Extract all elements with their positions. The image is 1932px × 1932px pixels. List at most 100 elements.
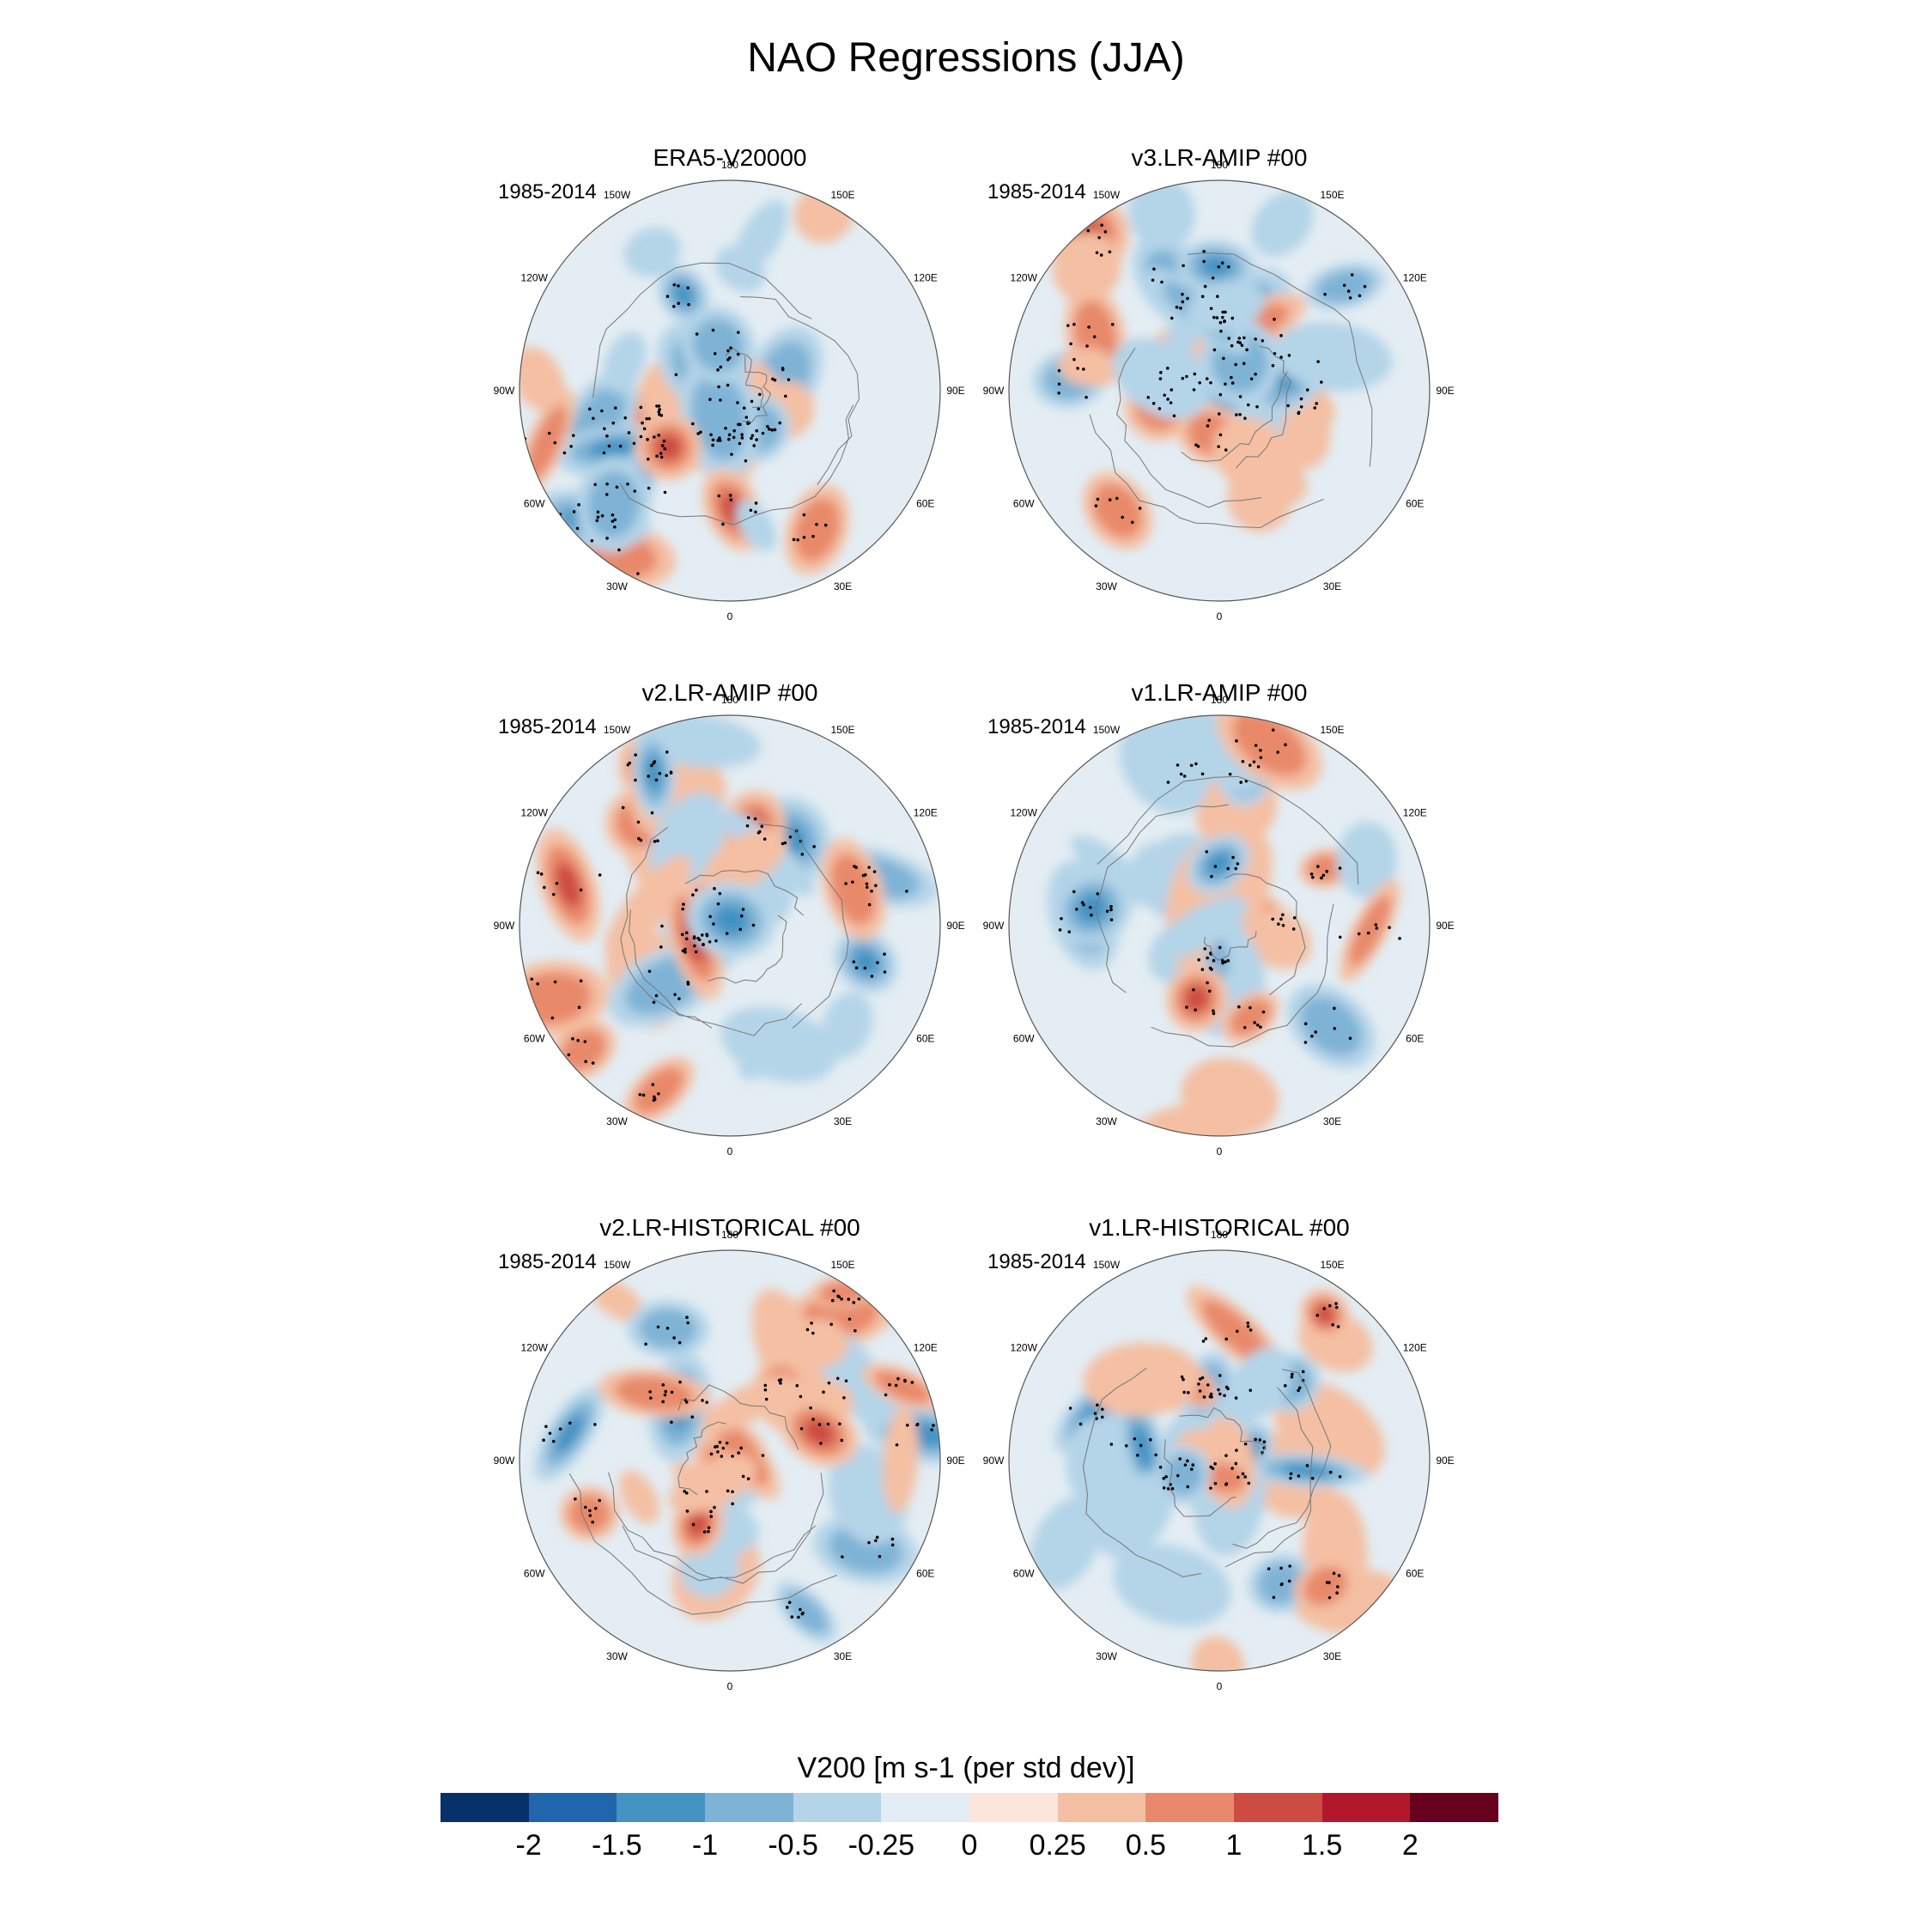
significance-stipple xyxy=(571,1036,574,1041)
significance-stipple xyxy=(1097,235,1101,240)
significance-stipple xyxy=(1236,862,1240,866)
significance-stipple xyxy=(602,451,606,455)
significance-stipple xyxy=(1220,261,1224,265)
significance-stipple xyxy=(731,1455,734,1458)
significance-stipple xyxy=(1130,520,1134,525)
significance-stipple xyxy=(1238,395,1242,398)
significance-stipple xyxy=(1267,1567,1271,1571)
positive-anomaly xyxy=(796,1318,849,1367)
significance-stipple xyxy=(615,485,619,489)
significance-stipple xyxy=(867,866,871,869)
longitude-label: 90W xyxy=(983,1455,1005,1467)
significance-stipple xyxy=(687,302,690,307)
significance-stipple xyxy=(672,283,677,287)
colorbar-segment xyxy=(617,1793,706,1822)
significance-stipple xyxy=(1311,875,1315,879)
significance-stipple xyxy=(579,888,583,892)
coastline xyxy=(1089,252,1373,529)
significance-stipple xyxy=(663,447,667,451)
significance-stipple xyxy=(712,922,715,926)
significance-stipple xyxy=(720,1455,724,1458)
significance-stipple xyxy=(883,970,887,974)
panel-title: v2.LR-HISTORICAL #00 xyxy=(599,1214,860,1241)
significance-stipple xyxy=(1185,1005,1188,1009)
significance-stipple xyxy=(1080,901,1084,904)
significance-stipple xyxy=(1146,396,1151,399)
significance-stipple xyxy=(646,437,649,441)
significance-stipple xyxy=(550,1016,555,1020)
negative-anomaly xyxy=(785,1590,828,1634)
significance-stipple xyxy=(1366,931,1370,935)
significance-stipple xyxy=(611,519,615,523)
significance-stipple xyxy=(1109,908,1113,912)
coastline xyxy=(1082,1367,1332,1577)
significance-stipple xyxy=(1109,905,1113,908)
significance-stipple xyxy=(617,548,621,552)
significance-stipple xyxy=(1333,1027,1337,1030)
significance-stipple xyxy=(1235,413,1238,416)
longitude-label: 90W xyxy=(983,385,1005,397)
longitude-label: 30E xyxy=(1323,1650,1341,1662)
significance-stipple xyxy=(811,1418,815,1421)
significance-stipple xyxy=(783,394,787,398)
significance-stipple xyxy=(863,873,867,877)
significance-stipple xyxy=(691,1522,696,1527)
negative-anomaly xyxy=(1030,1497,1103,1590)
positive-anomaly xyxy=(1315,1304,1335,1325)
significance-stipple xyxy=(1224,1482,1229,1485)
negative-anomaly xyxy=(713,904,750,936)
significance-stipple xyxy=(1078,1422,1083,1426)
positive-anomaly xyxy=(668,1454,757,1514)
significance-stipple xyxy=(1242,336,1246,340)
significance-stipple xyxy=(1194,762,1198,766)
significance-stipple xyxy=(661,1383,665,1387)
significance-stipple xyxy=(1231,855,1235,860)
significance-stipple xyxy=(1194,1008,1197,1012)
significance-stipple xyxy=(558,1427,562,1431)
significance-stipple xyxy=(653,840,657,843)
significance-stipple xyxy=(1200,772,1205,776)
significance-stipple xyxy=(709,433,713,437)
significance-stipple xyxy=(817,1423,822,1426)
longitude-label: 60E xyxy=(916,1033,934,1045)
significance-stipple xyxy=(1209,307,1213,311)
significance-stipple xyxy=(670,1390,674,1394)
significance-stipple xyxy=(1242,361,1246,366)
significance-stipple xyxy=(650,763,653,768)
longitude-label: 120E xyxy=(1403,1342,1427,1354)
significance-stipple xyxy=(1398,937,1401,940)
significance-stipple xyxy=(884,1393,888,1397)
negative-anomaly xyxy=(734,200,788,273)
significance-stipple xyxy=(773,378,777,382)
significance-stipple xyxy=(1305,1464,1309,1467)
significance-stipple xyxy=(603,427,606,431)
positive-anomaly xyxy=(519,346,565,411)
significance-stipple xyxy=(705,933,708,936)
significance-stipple xyxy=(1189,763,1194,768)
significance-stipple xyxy=(1297,410,1301,415)
significance-stipple xyxy=(1325,870,1329,873)
significance-stipple xyxy=(790,1615,794,1619)
polar-map: 180 150E 120E 90E 60E 30E 0 30W 60W 90W 120W 150W xyxy=(494,159,965,623)
significance-stipple xyxy=(1224,960,1227,963)
significance-stipple xyxy=(1226,1387,1230,1391)
longitude-label: 60W xyxy=(524,1033,545,1045)
significance-stipple xyxy=(1291,1372,1294,1376)
significance-stipple xyxy=(695,332,699,336)
negative-anomaly xyxy=(1200,256,1232,277)
significance-stipple xyxy=(1281,923,1285,927)
negative-anomaly xyxy=(587,470,640,538)
significance-stipple xyxy=(605,564,610,568)
significance-stipple xyxy=(1164,1475,1168,1479)
positive-anomaly xyxy=(568,1494,611,1533)
significance-stipple xyxy=(829,1322,833,1327)
significance-stipple xyxy=(1075,908,1078,911)
significance-stipple xyxy=(645,416,649,421)
negative-anomaly xyxy=(1076,893,1109,924)
negative-anomaly xyxy=(555,1414,584,1453)
longitude-label: 150W xyxy=(604,724,631,736)
significance-stipple xyxy=(1301,1370,1305,1374)
significance-stipple xyxy=(658,771,662,775)
significance-stipple xyxy=(632,441,636,446)
longitude-label: 0 xyxy=(727,1145,733,1157)
